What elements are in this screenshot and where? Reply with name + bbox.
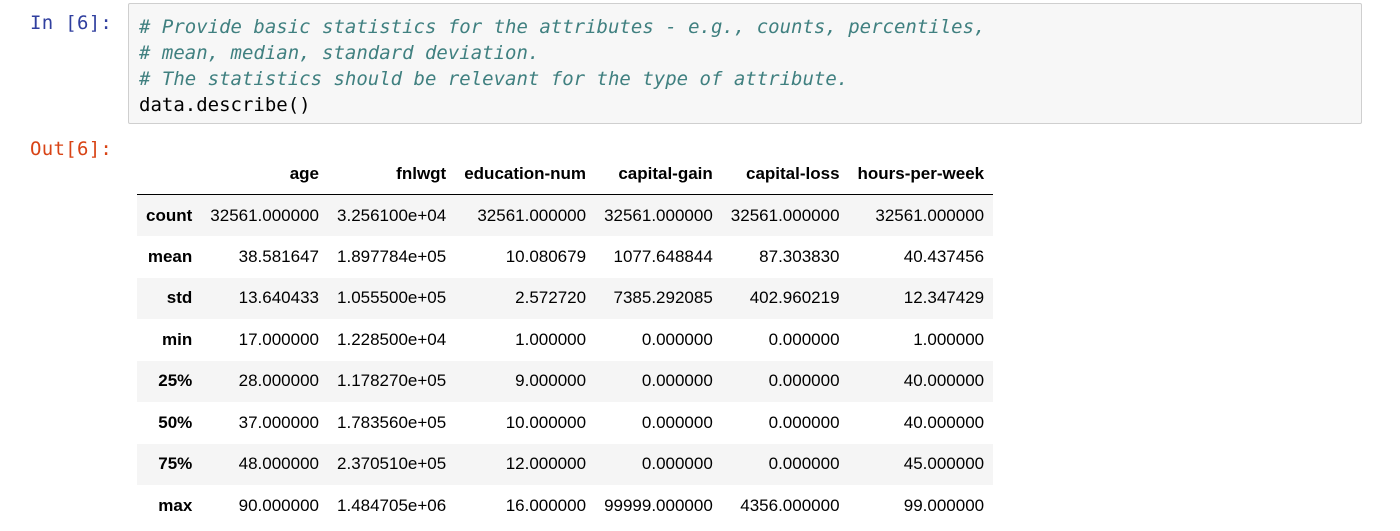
table-cell: 10.080679 — [505, 246, 587, 266]
table-cell: 9.000000 — [515, 371, 587, 391]
table-cell: 4356.000000 — [740, 495, 840, 515]
code-comment-line: # mean, median, standard deviation. — [139, 42, 540, 64]
table-cell: 2.370510e+05 — [337, 454, 447, 474]
table-cell: 0.000000 — [768, 412, 840, 432]
row-label: 50% — [158, 412, 193, 432]
table-cell: 0.000000 — [641, 329, 713, 349]
table-corner-cell — [137, 153, 202, 195]
code-comment-line: # Provide basic statistics for the attri… — [139, 16, 986, 38]
table-cell: 1.228500e+04 — [337, 329, 447, 349]
column-header: capital-loss — [721, 153, 849, 195]
table-cell: 0.000000 — [641, 412, 713, 432]
output-prompt: Out[6]: — [30, 138, 113, 160]
table-cell: 32561.000000 — [730, 205, 840, 225]
code-input-area[interactable]: # Provide basic statistics for the attri… — [128, 3, 1362, 124]
table-cell: 0.000000 — [641, 454, 713, 474]
table-cell: 1.000000 — [913, 329, 985, 349]
table-cell: 0.000000 — [768, 371, 840, 391]
table-cell: 32561.000000 — [875, 205, 985, 225]
table-cell: 28.000000 — [238, 371, 320, 391]
table-cell: 1.055500e+05 — [337, 288, 447, 308]
column-header: education-num — [455, 153, 596, 195]
column-header: capital-gain — [595, 153, 722, 195]
row-label: mean — [147, 246, 193, 266]
table-cell: 1.897784e+05 — [337, 246, 447, 266]
table-cell: 40.437456 — [903, 246, 985, 266]
column-header: hours-per-week — [848, 153, 994, 195]
table-cell: 40.000000 — [903, 412, 985, 432]
table-cell: 32561.000000 — [604, 205, 713, 225]
table-cell: 16.000000 — [505, 495, 587, 515]
table-row: mean 38.581647 1.897784e+05 10.080679 10… — [137, 236, 993, 278]
table-cell: 1.484705e+06 — [337, 495, 447, 515]
table-row: max 90.000000 1.484705e+06 16.000000 999… — [137, 485, 993, 527]
table-cell: 99999.000000 — [604, 495, 713, 515]
column-header: age — [201, 153, 329, 195]
row-label: max — [158, 495, 193, 515]
table-cell: 32561.000000 — [477, 205, 587, 225]
table-cell: 1.178270e+05 — [337, 371, 447, 391]
table-cell: 40.000000 — [903, 371, 985, 391]
table-cell: 17.000000 — [238, 329, 320, 349]
table-row: min 17.000000 1.228500e+04 1.000000 0.00… — [137, 319, 993, 361]
table-header-row: age fnlwgt education-num capital-gain ca… — [137, 153, 994, 195]
input-prompt: In [6]: — [30, 12, 113, 34]
table-cell: 90.000000 — [238, 495, 320, 515]
row-label: 75% — [158, 454, 193, 474]
table-cell: 10.000000 — [505, 412, 587, 432]
table-cell: 3.256100e+04 — [337, 205, 447, 225]
table-row: 75% 48.000000 2.370510e+05 12.000000 0.0… — [137, 443, 994, 485]
row-label: count — [146, 205, 193, 225]
table-cell: 45.000000 — [903, 454, 985, 474]
table-row: 50% 37.000000 1.783560e+05 10.000000 0.0… — [137, 402, 993, 444]
table-cell: 1077.648844 — [613, 246, 713, 266]
table-cell: 0.000000 — [768, 329, 840, 349]
table-cell: 1.000000 — [515, 329, 587, 349]
table-row: count 32561.000000 3.256100e+04 32561.00… — [137, 194, 994, 236]
table-cell: 0.000000 — [768, 454, 840, 474]
table-cell: 1.783560e+05 — [337, 412, 447, 432]
row-label: 25% — [158, 371, 193, 391]
table-cell: 2.572720 — [515, 288, 587, 308]
code-comment-line: # The statistics should be relevant for … — [139, 68, 849, 90]
table-cell: 38.581647 — [238, 246, 320, 266]
table-cell: 99.000000 — [903, 495, 985, 515]
table-row: 25% 28.000000 1.178270e+05 9.000000 0.00… — [137, 360, 994, 402]
table-cell: 32561.000000 — [210, 205, 320, 225]
table-cell: 13.640433 — [238, 288, 320, 308]
table-cell: 12.000000 — [505, 454, 587, 474]
table-cell: 48.000000 — [238, 454, 320, 474]
table-cell: 7385.292085 — [613, 288, 713, 308]
table-cell: 87.303830 — [759, 246, 840, 266]
table-row: std 13.640433 1.055500e+05 2.572720 7385… — [137, 277, 994, 319]
describe-output-table: age fnlwgt education-num capital-gain ca… — [137, 153, 994, 527]
table-cell: 37.000000 — [238, 412, 320, 432]
table-cell: 0.000000 — [641, 371, 713, 391]
column-header: fnlwgt — [328, 153, 456, 195]
table-cell: 12.347429 — [903, 288, 985, 308]
row-label: std — [166, 288, 193, 308]
row-label: min — [162, 329, 193, 349]
code-statement-line: data.describe() — [139, 94, 311, 116]
table-cell: 402.960219 — [749, 288, 840, 308]
